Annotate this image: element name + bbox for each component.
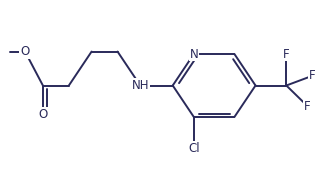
Text: Cl: Cl <box>188 142 200 155</box>
Text: O: O <box>38 108 48 121</box>
Text: F: F <box>309 69 316 82</box>
Text: F: F <box>304 100 311 113</box>
Text: O: O <box>21 45 30 58</box>
Text: F: F <box>283 48 290 61</box>
Text: NH: NH <box>131 79 149 92</box>
Text: N: N <box>189 48 198 61</box>
